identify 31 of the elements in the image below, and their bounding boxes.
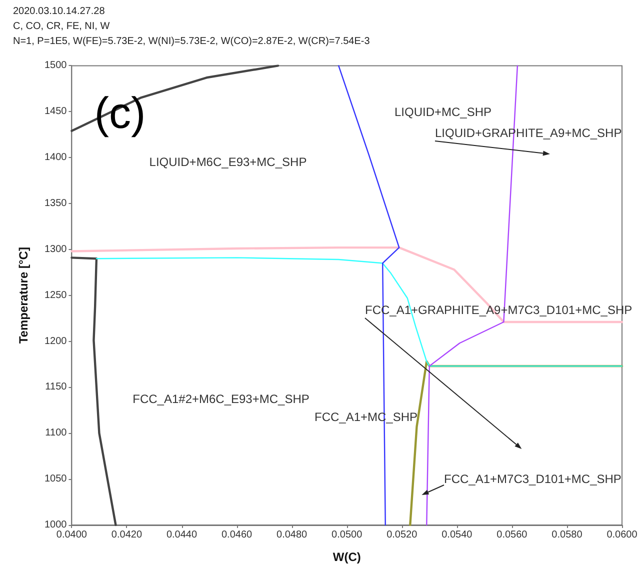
y-tick-label: 1450 <box>44 106 68 118</box>
annotation: LIQUID+M6C_E93+MC_SHP <box>149 155 307 169</box>
y-tick-label: 1300 <box>44 244 68 255</box>
x-tick-label: 0.0480 <box>276 530 308 540</box>
y-axis-title: Temperature [°C] <box>16 247 31 344</box>
line-series <box>70 256 117 526</box>
y-tick-label: 1250 <box>44 290 68 301</box>
x-axis-title: W(C) <box>332 550 361 564</box>
y-tick-label: 1050 <box>44 474 68 485</box>
y-tick-label: 1000 <box>44 520 68 530</box>
chart-title: 2020.03.10.14.27.28 <box>13 5 105 19</box>
x-tick-label: 0.0540 <box>442 530 473 540</box>
y-tick-label: 1200 <box>44 336 68 347</box>
x-tick-label: 0.0400 <box>56 530 88 540</box>
x-tick-label: 0.0440 <box>166 530 198 540</box>
x-tick-label: 0.0420 <box>111 530 142 540</box>
y-tick-label: 1100 <box>45 428 68 439</box>
y-tick-label: 1350 <box>44 198 68 209</box>
annotation: LIQUID+MC_SHP <box>394 105 492 119</box>
x-tick-label: 0.0560 <box>496 530 528 540</box>
annotation: FCC_A1+M7C3_D101+MC_SHP <box>444 472 622 486</box>
x-tick-label: 0.0500 <box>332 530 363 540</box>
y-tick-label: 1400 <box>44 152 68 164</box>
chart-subtitle: C, CO, CR, FE, NI, W N=1, P=1E5, W(FE)=5.73E-2, W(NI)=5.73E-2, W(CO)=2.87E-2, W(CR)=7.54E-3 <box>13 20 370 49</box>
x-tick-label: 0.0460 <box>221 530 253 540</box>
y-tick-label: 1150 <box>45 382 68 393</box>
annotation: FCC_A1#2+M6C_E93+MC_SHP <box>132 392 310 406</box>
x-tick-label: 0.0580 <box>552 530 583 540</box>
x-tick-label: 0.0600 <box>606 530 638 540</box>
x-tick-label: 0.0520 <box>386 530 418 540</box>
y-tick-label: 1500 <box>44 60 68 72</box>
